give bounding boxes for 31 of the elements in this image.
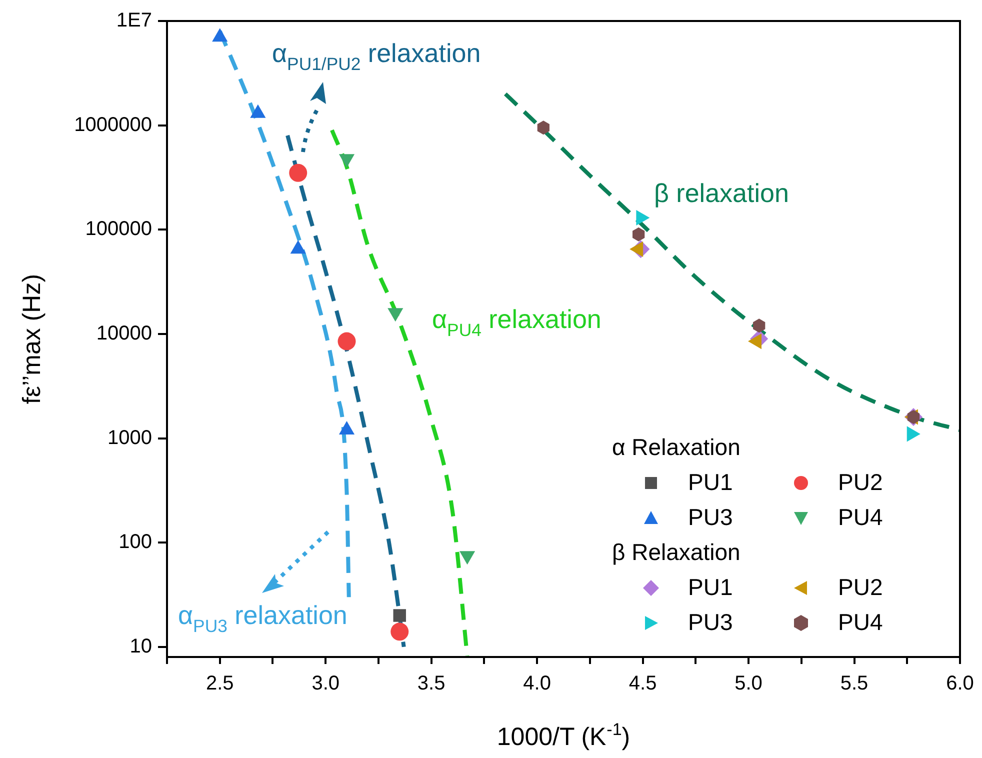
legend-label: PU1 bbox=[688, 468, 733, 497]
x-tick-label: 4.5 bbox=[628, 672, 657, 695]
point bbox=[390, 622, 409, 641]
text: 6.0 bbox=[946, 672, 974, 695]
y-tick-label: 1000000 bbox=[74, 114, 152, 136]
text: α Relaxation bbox=[612, 434, 740, 460]
point bbox=[338, 332, 356, 350]
legend-label: PU1 bbox=[688, 573, 733, 602]
y-tick-label: 10 bbox=[130, 635, 152, 658]
y-axis-title: fε’’max (Hz) bbox=[18, 274, 46, 404]
legend-label: PU4 bbox=[838, 608, 883, 637]
x-tick-label: 5.5 bbox=[840, 672, 868, 695]
text: β Relaxation bbox=[612, 539, 740, 565]
x-tick-label: 2.5 bbox=[206, 672, 234, 695]
legend-label: PU3 bbox=[688, 608, 733, 637]
y-tick-label: 1000 bbox=[108, 426, 152, 449]
y-tick-label: 10000 bbox=[96, 322, 152, 344]
y-tick-label: 100000 bbox=[85, 218, 152, 240]
text: 5.0 bbox=[734, 672, 762, 695]
text: 4.0 bbox=[523, 672, 551, 695]
annotation: β relaxation bbox=[654, 178, 789, 208]
text: 3.0 bbox=[312, 672, 340, 695]
legend-label: PU2 bbox=[838, 468, 883, 497]
point bbox=[393, 609, 406, 622]
point bbox=[289, 164, 308, 182]
legend-label: PU4 bbox=[838, 503, 883, 532]
legend-label: PU3 bbox=[688, 503, 733, 532]
y-tick-label: 1E7 bbox=[116, 10, 152, 32]
y-tick-label: 100 bbox=[118, 531, 152, 554]
legend-label: PU2 bbox=[838, 573, 883, 602]
x-tick-label: 3.5 bbox=[417, 672, 446, 695]
